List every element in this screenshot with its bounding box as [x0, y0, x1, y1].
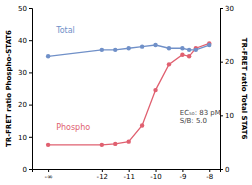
line — [48, 43, 209, 144]
chart: -∞ -12 -11 -10 -9 -8 0 10 20 30 40 50 0 10 20 30 Total Ph… — [0, 0, 252, 185]
tick-mark — [29, 169, 32, 170]
tick-mark — [182, 169, 183, 172]
tick-mark — [220, 169, 223, 170]
tick-mark — [220, 8, 223, 9]
tick-mark — [29, 105, 32, 106]
tick-label: 30 — [18, 69, 27, 77]
tick-mark — [48, 169, 49, 172]
point — [187, 54, 191, 58]
tick-label: -∞ — [44, 173, 53, 181]
point — [187, 48, 191, 52]
tick-label: -11 — [123, 173, 134, 181]
tick-label: -10 — [150, 173, 161, 181]
annotation: EC₅₀: 83 pMS/B: 5.0 — [180, 109, 221, 125]
tick: 30 — [18, 69, 32, 77]
tick: 10 — [18, 134, 32, 142]
tick-label: 10 — [225, 112, 234, 120]
tick-label: 0 — [23, 166, 27, 174]
point — [126, 139, 130, 143]
tick-label: 50 — [18, 5, 27, 13]
tick-mark — [29, 8, 32, 9]
y2-axis: 0 10 20 30 — [220, 5, 234, 174]
tick: -12 — [97, 169, 108, 181]
tick-mark — [29, 72, 32, 73]
x-axis: -∞ -12 -11 -10 -9 -8 — [33, 169, 221, 181]
tick: 40 — [18, 37, 32, 45]
tick-label: 30 — [225, 5, 234, 13]
tick-label: 10 — [18, 134, 27, 142]
tick-label: -8 — [206, 173, 213, 181]
y2-axis-title: TR-FRET ratio Total STAT6 — [240, 38, 248, 140]
point — [140, 123, 144, 127]
tick-mark — [29, 137, 32, 138]
point — [153, 88, 157, 92]
annotation: Phospho — [56, 123, 90, 132]
tick: 0 — [220, 166, 229, 174]
line — [48, 45, 209, 56]
annotation-line: EC₅₀: 83 pM — [180, 109, 221, 117]
tick-label: -9 — [179, 173, 186, 181]
tick-label: 40 — [18, 37, 27, 45]
tick-mark — [220, 62, 223, 63]
tick: -8 — [206, 169, 213, 181]
tick: 50 — [18, 5, 32, 13]
point — [126, 46, 130, 50]
point — [207, 43, 211, 47]
tick: 10 — [220, 112, 234, 120]
point — [180, 46, 184, 50]
tick-mark — [209, 169, 210, 172]
tick-label: 0 — [225, 166, 229, 174]
point — [167, 46, 171, 50]
point — [194, 48, 198, 52]
point — [46, 54, 50, 58]
tick-mark — [29, 40, 32, 41]
tick: -10 — [150, 169, 161, 181]
tick: 0 — [23, 166, 32, 174]
tick-mark — [156, 169, 157, 172]
x-axis-line — [33, 170, 221, 173]
y-axis-title: TR-FRET ratio Phospho-STAT6 — [5, 30, 13, 147]
point — [140, 44, 144, 48]
annotation-line: Phospho — [56, 123, 90, 132]
tick-label: 20 — [18, 101, 27, 109]
tick: -11 — [123, 169, 134, 181]
tick: -∞ — [44, 169, 53, 181]
point — [100, 143, 104, 147]
point — [113, 48, 117, 52]
marks — [46, 41, 212, 147]
y-axis: 0 10 20 30 40 50 — [18, 5, 32, 174]
point — [180, 52, 184, 56]
y2-axis-line — [221, 9, 224, 170]
point — [46, 143, 50, 147]
annotation-line: Total — [55, 26, 75, 35]
tick: -9 — [179, 169, 186, 181]
plot: -∞ -12 -11 -10 -9 -8 0 10 20 30 40 50 0 10 20 30 Total Ph… — [18, 5, 234, 181]
point — [167, 62, 171, 66]
tick: 20 — [18, 101, 32, 109]
point — [100, 48, 104, 52]
tick-mark — [129, 169, 130, 172]
point — [153, 43, 157, 47]
tick-mark — [102, 169, 103, 172]
annotation: Total — [55, 26, 75, 35]
tick: 20 — [220, 58, 234, 66]
tick-label: -12 — [97, 173, 108, 181]
point — [113, 142, 117, 146]
tick-label: 20 — [225, 58, 234, 66]
annotation-line: S/B: 5.0 — [180, 117, 207, 125]
tick: 30 — [220, 5, 234, 13]
y-axis-line — [29, 9, 33, 170]
